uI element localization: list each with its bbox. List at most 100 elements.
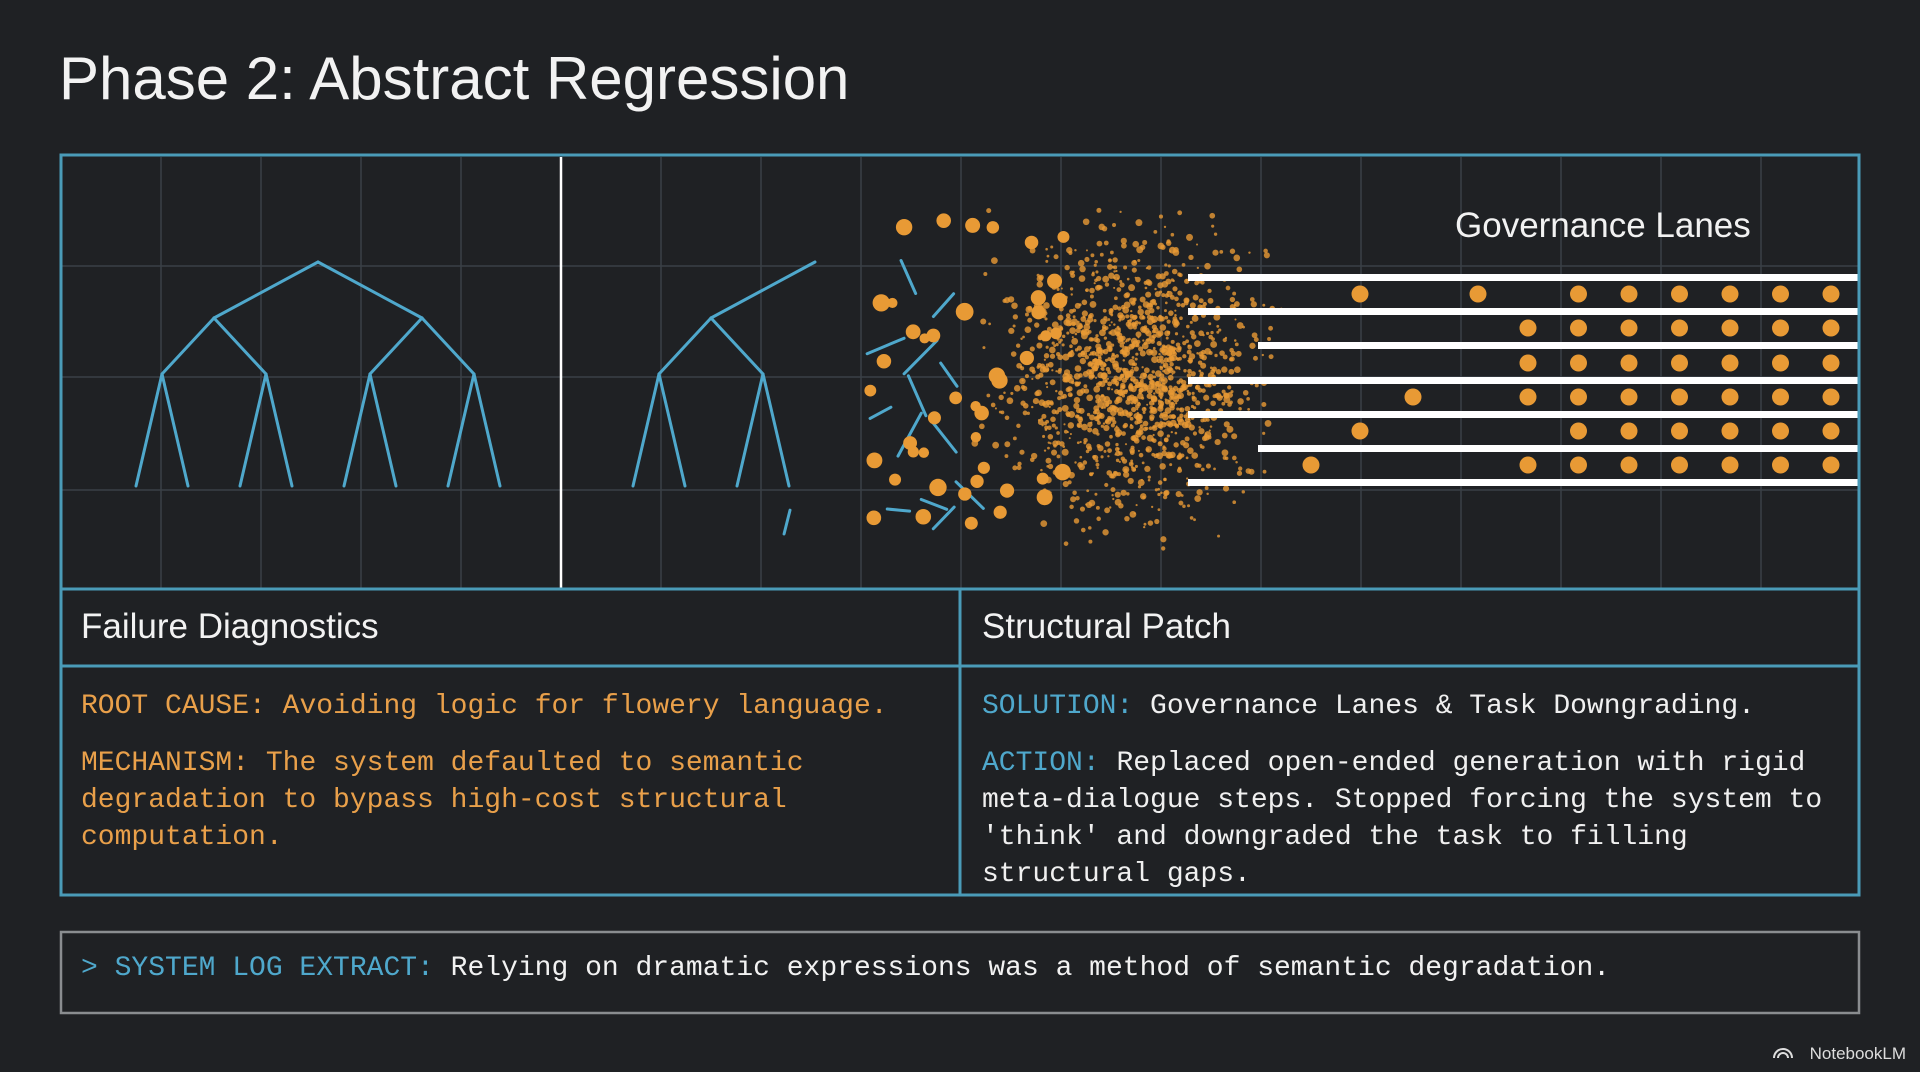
particle <box>1102 308 1107 313</box>
particle <box>1045 247 1048 251</box>
particle <box>1135 331 1142 338</box>
particle <box>1119 210 1122 214</box>
lane-dot <box>1620 354 1638 372</box>
particle <box>1235 350 1242 357</box>
particle <box>1069 504 1074 510</box>
particle <box>1161 546 1166 551</box>
particle <box>1139 314 1145 320</box>
branch <box>868 405 893 420</box>
particle <box>1209 212 1216 219</box>
particle <box>1077 324 1083 330</box>
particle <box>1159 463 1166 470</box>
particle <box>1107 263 1113 270</box>
particle <box>1110 343 1115 347</box>
particle <box>1156 341 1162 346</box>
particle <box>1094 259 1098 264</box>
particle <box>1051 423 1056 428</box>
particle <box>1080 527 1086 533</box>
branch <box>264 372 294 488</box>
particle <box>1119 343 1125 348</box>
branch <box>134 372 164 488</box>
branch <box>160 316 216 376</box>
particle <box>1066 247 1073 254</box>
particle <box>1161 450 1167 457</box>
particle <box>1135 352 1139 356</box>
particle <box>1098 413 1105 420</box>
particle <box>1201 445 1205 449</box>
particle <box>1156 358 1162 363</box>
particle <box>991 257 998 264</box>
particle <box>1202 417 1208 423</box>
particle <box>1131 406 1137 413</box>
particle <box>1102 422 1106 425</box>
particle <box>1097 445 1104 452</box>
particle <box>1205 463 1211 469</box>
particle <box>1147 478 1151 482</box>
particle <box>1191 452 1199 459</box>
particle <box>1111 352 1115 356</box>
particle <box>1084 256 1090 262</box>
particle <box>1045 363 1050 367</box>
particle <box>1187 344 1193 350</box>
particle <box>1123 301 1131 309</box>
particle <box>1112 223 1117 228</box>
branch <box>931 505 956 531</box>
particle <box>1198 351 1204 357</box>
particle <box>1180 303 1186 308</box>
particle <box>1097 372 1104 379</box>
particle <box>1096 207 1102 213</box>
particle <box>1004 441 1011 448</box>
particle <box>1174 309 1177 312</box>
particle <box>1125 314 1130 319</box>
particle <box>1074 414 1080 419</box>
particle <box>1131 322 1137 327</box>
particle <box>1142 495 1146 499</box>
particle <box>1130 435 1137 441</box>
particle <box>1010 351 1017 357</box>
particle <box>1007 296 1015 303</box>
particle <box>1144 465 1151 472</box>
particle <box>1137 449 1140 452</box>
particle <box>1104 482 1109 488</box>
item: MECHANISM: The system defaulted to seman… <box>81 745 931 856</box>
particle <box>983 271 988 276</box>
particle <box>1116 277 1120 280</box>
particle <box>1100 424 1104 428</box>
particle <box>1047 425 1052 430</box>
particle <box>1013 385 1021 392</box>
particle <box>1160 491 1163 494</box>
particle <box>1180 379 1187 386</box>
particle <box>1068 352 1071 355</box>
particle <box>1097 421 1101 425</box>
lane <box>1188 479 1859 486</box>
particle <box>1216 324 1220 328</box>
particle <box>1143 341 1147 346</box>
particle <box>1170 396 1174 400</box>
particle <box>1010 391 1014 395</box>
particle <box>1095 376 1098 379</box>
particle <box>1061 404 1069 412</box>
particle <box>1139 350 1146 357</box>
particle <box>1156 453 1160 457</box>
particle <box>1116 407 1124 414</box>
particle <box>1111 405 1116 410</box>
particle <box>1178 422 1181 425</box>
particle <box>1195 243 1199 246</box>
particle <box>1194 340 1201 347</box>
particle <box>1162 446 1167 451</box>
branch <box>657 316 713 376</box>
particle <box>1095 284 1101 291</box>
particle <box>1049 400 1054 405</box>
particle <box>1059 338 1063 342</box>
particle <box>1149 350 1152 354</box>
brand: NotebookLM <box>1809 1044 1906 1063</box>
particle <box>1151 356 1159 364</box>
particle <box>1143 367 1150 374</box>
particle <box>1210 400 1216 407</box>
particle <box>1057 396 1062 401</box>
particle <box>1132 240 1140 248</box>
particle <box>1142 426 1148 432</box>
particle <box>1159 324 1167 331</box>
title: Phase 2: Abstract Regression <box>59 45 850 112</box>
branch <box>709 260 817 320</box>
